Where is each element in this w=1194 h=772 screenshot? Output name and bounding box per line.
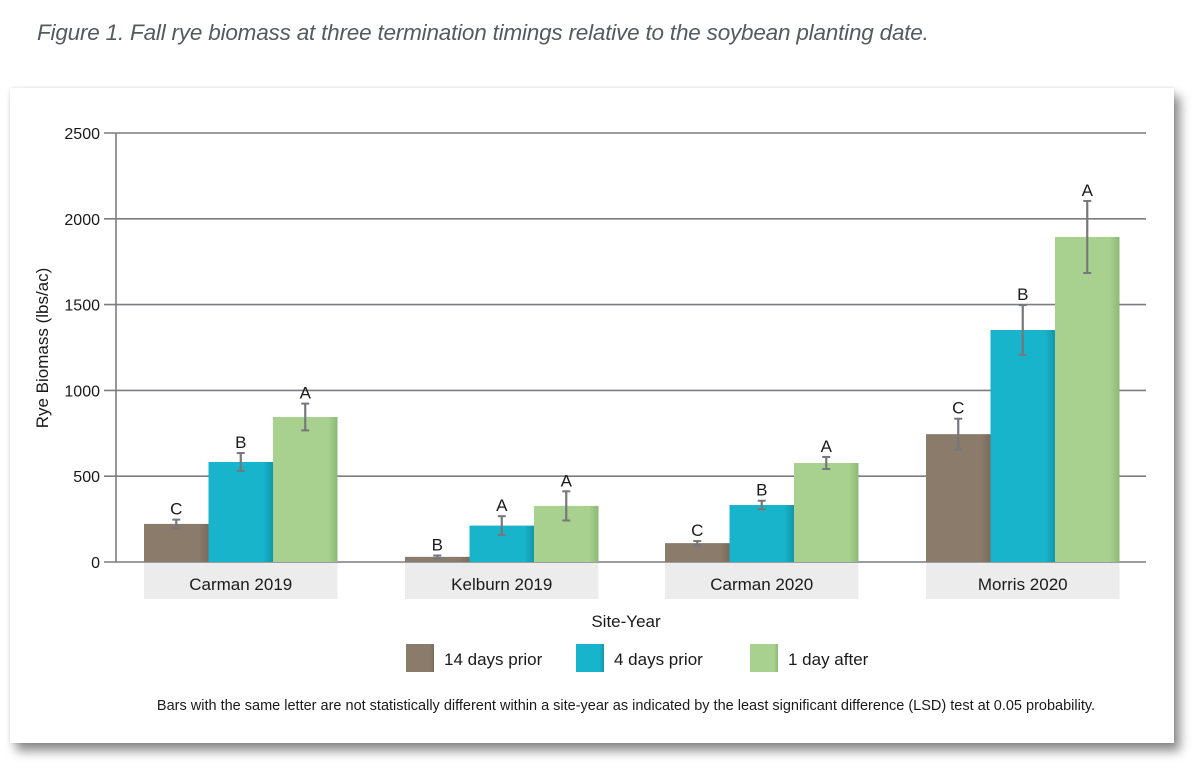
significance-letter: A [561,471,573,490]
bar [144,523,209,562]
x-axis-title: Site-Year [591,612,661,631]
figure-title: Figure 1. Fall rye biomass at three term… [37,20,929,45]
bar [208,461,273,562]
x-tick-label: Kelburn 2019 [451,575,552,594]
category-label-bg [665,563,859,599]
bar [729,505,794,562]
significance-letter: B [1017,285,1028,304]
significance-letter: A [300,384,312,403]
x-tick-label: Carman 2020 [710,575,813,594]
legend: 14 days prior 4 days prior 1 day after [406,644,869,672]
footnote: Bars with the same letter are not statis… [157,698,1095,714]
x-tick-label: Morris 2020 [978,575,1068,594]
legend-swatch [576,644,604,672]
significance-letter: A [1082,181,1094,200]
chart-frame [10,88,1174,743]
y-tick-label: 2500 [64,126,100,143]
x-tick-label: Carman 2019 [189,575,292,594]
bar [405,556,470,562]
significance-letter: C [691,521,703,540]
category-label-bg [405,563,599,599]
y-axis-title: Rye Biomass (lbs/ac) [33,268,52,429]
legend-swatch [750,644,778,672]
significance-letter: B [432,535,443,554]
significance-letter: B [756,481,767,500]
significance-letter: A [821,437,833,456]
y-tick-label: 1000 [64,383,100,400]
bar [926,434,991,562]
significance-letter: C [170,500,182,519]
category-label-backgrounds [144,563,1120,599]
legend-label: 1 day after [788,650,869,669]
bar [794,462,859,562]
labels: 0 500 1000 1500 2000 2500 Carman 2019 C B A Kelbur… [64,126,1093,594]
bar [1055,236,1120,562]
significance-letter: A [496,496,508,515]
y-tick-label: 0 [91,555,100,572]
bars [144,236,1120,562]
significance-letter: B [235,433,246,452]
legend-label: 14 days prior [444,650,543,669]
legend-label: 4 days prior [614,650,703,669]
category-label-bg [144,563,338,599]
category-label-bg [926,563,1120,599]
y-tick-label: 1500 [64,298,100,315]
bar [665,543,730,562]
bar [990,329,1055,562]
error-bars [172,199,1092,560]
legend-swatch [406,644,434,672]
y-tick-label: 500 [73,469,100,486]
y-tick-label: 2000 [64,212,100,229]
significance-letter: C [952,399,964,418]
bar [273,416,338,562]
